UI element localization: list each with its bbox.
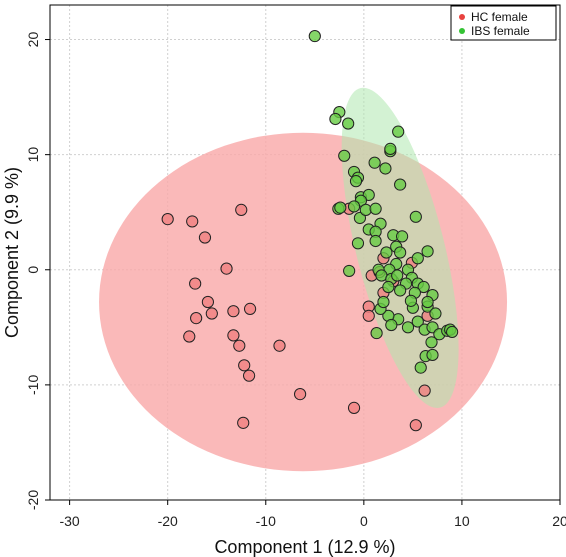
plot-frame	[49, 4, 561, 501]
point-ibs-female	[426, 348, 439, 362]
x-axis-title: Component 1 (12.9 %)	[214, 537, 395, 557]
legend: HC female IBS female	[450, 5, 557, 41]
point-ibs-female	[308, 29, 321, 43]
point-hc-female	[418, 384, 431, 397]
point-ibs-female	[384, 142, 397, 155]
point-hc-female	[201, 295, 215, 309]
point-ibs-female	[369, 234, 382, 248]
point-ibs-female	[417, 280, 430, 294]
point-hc-female	[233, 339, 246, 352]
point-hc-female	[362, 309, 375, 322]
point-hc-female	[409, 419, 422, 432]
legend-marker-ibs-female	[459, 28, 465, 34]
x-tick-label: 0	[360, 513, 368, 529]
point-hc-female	[347, 401, 361, 415]
point-ibs-female	[394, 284, 407, 297]
point-hc-female	[242, 369, 256, 382]
point-ibs-female	[411, 315, 424, 328]
point-ibs-female	[370, 326, 383, 340]
point-ibs-female	[382, 280, 395, 294]
y-tick-label: 10	[25, 147, 41, 163]
legend-label-ibs-female: IBS female	[471, 24, 530, 38]
legend-box	[450, 5, 557, 41]
point-ibs-female	[380, 246, 393, 259]
point-hc-female	[227, 305, 240, 318]
x-tick-label: -20	[158, 513, 178, 529]
point-hc-female	[198, 231, 212, 244]
point-ibs-female	[429, 307, 442, 320]
point-ibs-female	[342, 117, 355, 130]
point-ibs-female	[334, 201, 347, 214]
x-tick-label: -10	[256, 513, 276, 529]
point-ibs-female	[414, 361, 427, 374]
x-tick-label: 10	[454, 513, 470, 529]
point-ibs-female	[349, 175, 363, 188]
point-ibs-female	[421, 245, 434, 258]
point-ibs-female	[404, 294, 418, 307]
point-ibs-female	[347, 200, 361, 213]
point-ibs-female	[369, 202, 382, 215]
point-hc-female	[220, 262, 233, 275]
point-ibs-female	[338, 149, 351, 162]
point-ibs-female	[395, 230, 409, 243]
point-ibs-female	[401, 321, 415, 334]
point-hc-female	[186, 215, 199, 228]
point-ibs-female	[394, 246, 407, 259]
point-ibs-female	[379, 162, 392, 175]
y-tick-label: -20	[25, 490, 41, 510]
legend-label-hc-female: HC female	[471, 10, 528, 24]
point-hc-female	[273, 339, 286, 352]
point-ibs-female	[446, 325, 459, 339]
point-hc-female	[237, 416, 250, 429]
confidence-ellipses	[99, 87, 508, 472]
point-ibs-female	[385, 318, 398, 332]
point-hc-female	[293, 387, 307, 401]
point-hc-female	[227, 329, 240, 342]
y-tick-label: -10	[25, 375, 41, 395]
point-ibs-female	[329, 112, 342, 126]
point-hc-female	[183, 330, 196, 343]
point-hc-female	[238, 359, 251, 372]
point-hc-female	[243, 302, 257, 316]
point-ibs-female	[343, 264, 356, 278]
x-tick-label: -30	[59, 513, 79, 529]
point-hc-female	[235, 203, 248, 217]
point-hc-female	[205, 307, 218, 320]
point-hc-female	[161, 213, 174, 226]
point-ibs-female	[368, 156, 381, 169]
point-hc-female	[189, 277, 202, 290]
point-ibs-female	[411, 252, 424, 265]
point-ibs-female	[377, 295, 390, 309]
point-ibs-female	[394, 178, 407, 191]
point-ibs-female	[351, 237, 365, 250]
y-axis-title: Component 2 (9.9 %)	[2, 167, 22, 338]
point-hc-female	[190, 312, 203, 325]
x-tick-label: 20	[552, 513, 566, 529]
point-ibs-female	[392, 125, 405, 138]
point-ibs-female	[409, 210, 422, 223]
point-ibs-female	[391, 269, 404, 282]
point-ibs-female	[425, 336, 438, 349]
axis-ticks: -30 -20 -10 0 10 20 -20 -10 0 10 20	[25, 32, 566, 529]
y-tick-label: 0	[25, 266, 41, 274]
legend-marker-hc-female	[459, 14, 465, 20]
point-ibs-female	[421, 295, 434, 309]
data-points	[161, 29, 459, 432]
y-tick-label: 20	[25, 32, 41, 48]
